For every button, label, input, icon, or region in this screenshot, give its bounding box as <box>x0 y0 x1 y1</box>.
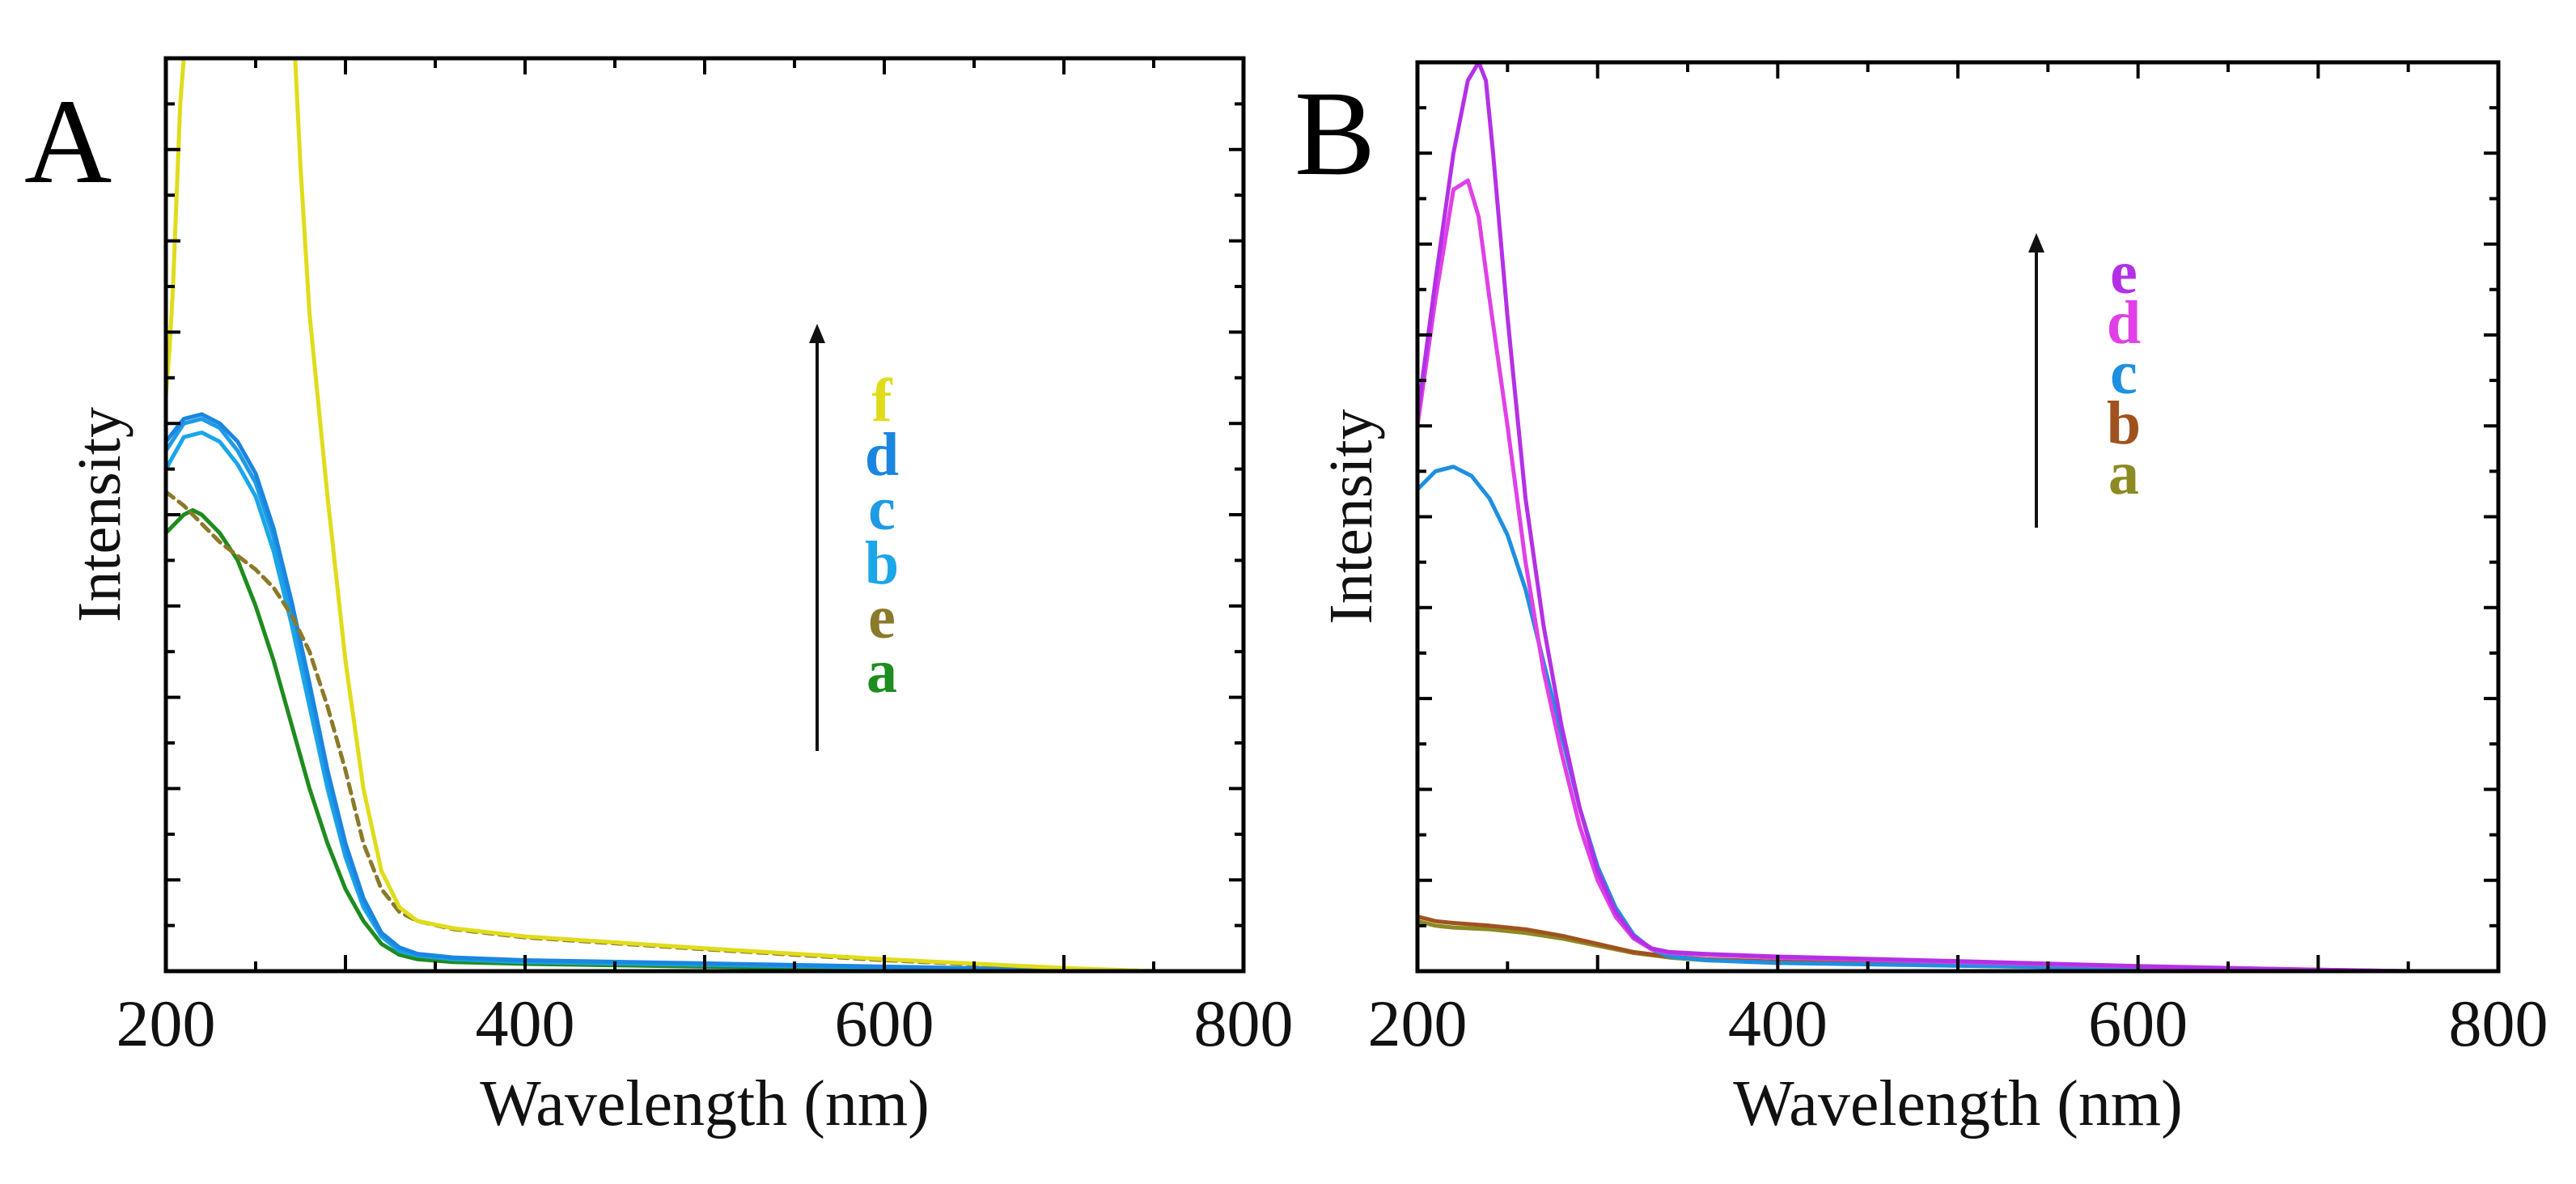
legend-label-f: f <box>871 367 893 435</box>
x-tick-label: 800 <box>1194 987 1294 1060</box>
legend-label-e: e <box>868 584 896 651</box>
arrow-head-icon <box>2028 233 2044 253</box>
axes-frame <box>1415 60 2501 974</box>
arrow-head-icon <box>809 324 825 343</box>
panel-letter: B <box>1294 66 1375 201</box>
plot-area <box>1417 62 2411 971</box>
x-tick-label: 200 <box>1368 987 1468 1060</box>
series-line-c <box>166 417 1156 971</box>
panel-b: 200 400 600 800 Wavelength (nm) Intensity Bedc… <box>1294 60 2548 1139</box>
series-line-d <box>166 412 1156 971</box>
panel-a: 200 400 600 800 Wavelength (nm) Intensity Afdc… <box>24 56 1294 1139</box>
x-axis-label: Wavelength (nm) <box>1733 1068 2183 1139</box>
legend-label-d: d <box>2107 289 2141 357</box>
series-line-d <box>1417 178 2411 971</box>
legend-label-c: c <box>2110 339 2137 407</box>
x-tick-label: 200 <box>117 987 216 1060</box>
x-tick-label: 400 <box>1728 987 1828 1060</box>
legend-label-b: b <box>2107 389 2141 457</box>
x-tick-label: 400 <box>476 987 575 1060</box>
series-line-f <box>166 58 1156 971</box>
x-tick-label: 600 <box>2088 987 2188 1060</box>
y-axis-label: Intensity <box>66 407 133 622</box>
x-tick-label: 600 <box>835 987 934 1060</box>
legend-label-d: d <box>865 421 899 489</box>
series-line-a <box>166 507 1156 971</box>
x-axis-label: Wavelength (nm) <box>480 1068 930 1139</box>
plot-area <box>166 58 1156 971</box>
panel-letter: A <box>24 74 112 209</box>
series-line-c <box>1417 465 2411 971</box>
legend-label-b: b <box>865 529 899 597</box>
series-line-e <box>1417 62 2411 971</box>
legend-label-e: e <box>2110 239 2137 307</box>
x-tick-label: 800 <box>2449 987 2548 1060</box>
legend-label-a: a <box>866 638 897 706</box>
legend-label-c: c <box>868 475 896 543</box>
y-axis-label: Intensity <box>1317 410 1385 625</box>
legend-label-a: a <box>2108 439 2139 507</box>
